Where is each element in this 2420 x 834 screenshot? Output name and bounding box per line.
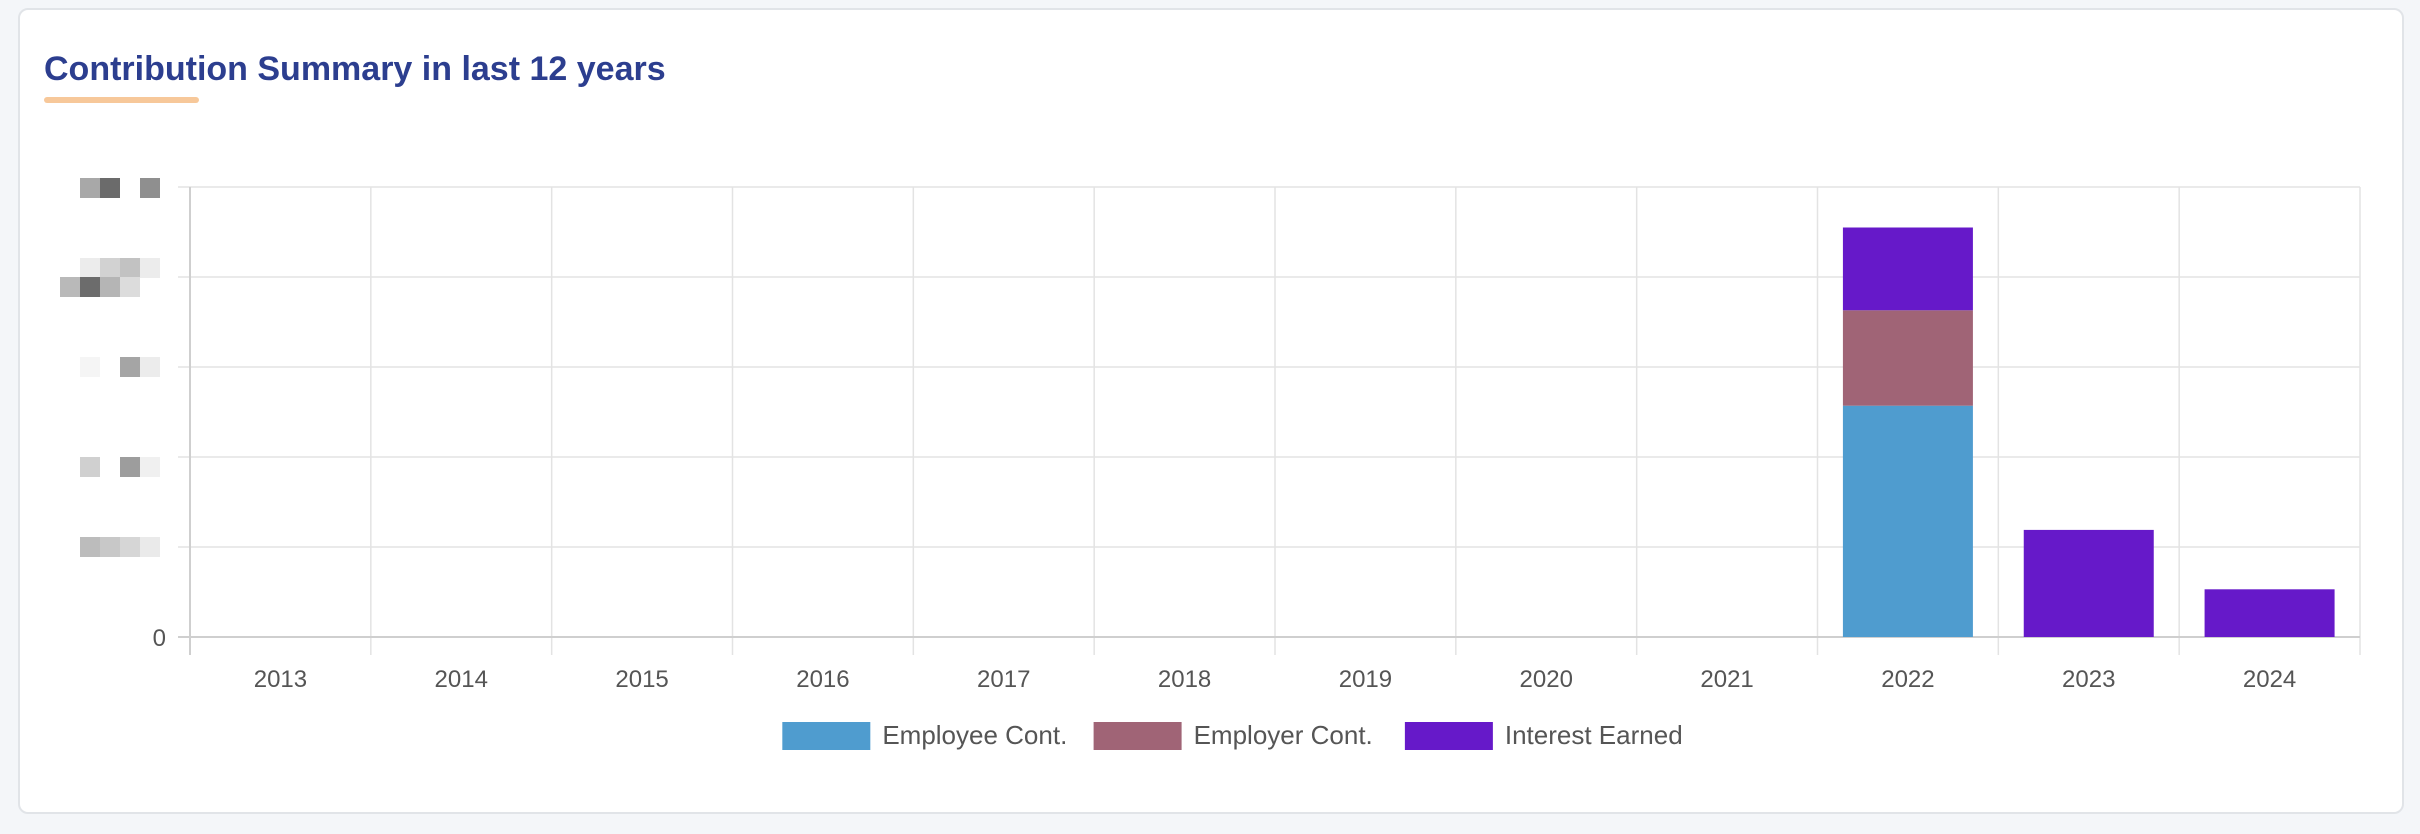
obscured-pixel	[80, 277, 100, 297]
bar-interest-earned-2023	[2023, 529, 2154, 637]
bar-interest-earned-2022	[1842, 227, 1973, 311]
contribution-summary-card	[18, 8, 2404, 814]
legend-label: Interest Earned	[1505, 720, 1683, 750]
obscured-pixel	[100, 537, 120, 557]
obscured-pixel	[120, 357, 140, 377]
obscured-pixel	[80, 258, 100, 278]
bar-interest-earned-2024	[2204, 589, 2335, 637]
obscured-pixel	[140, 178, 160, 198]
obscured-pixel	[80, 178, 100, 198]
legend-swatch	[782, 722, 871, 750]
obscured-pixel	[60, 277, 80, 297]
x-tick-label: 2016	[796, 666, 849, 693]
obscured-pixel	[140, 357, 160, 377]
legend-swatch	[1093, 722, 1182, 750]
title-underline	[44, 97, 199, 103]
card-title: Contribution Summary in last 12 years	[44, 50, 666, 88]
obscured-pixel	[140, 537, 160, 557]
obscured-pixel	[140, 457, 160, 477]
obscured-pixel	[100, 178, 120, 198]
x-tick-label: 2017	[977, 666, 1030, 693]
obscured-pixel	[80, 537, 100, 557]
x-tick-label: 2015	[615, 666, 668, 693]
obscured-pixel	[120, 258, 140, 278]
obscured-pixel	[100, 277, 120, 297]
obscured-pixel	[120, 277, 140, 297]
x-tick-label: 2024	[2243, 666, 2296, 693]
legend-swatch	[1404, 722, 1493, 750]
x-tick-label: 2022	[1881, 666, 1934, 693]
obscured-pixel	[120, 457, 140, 477]
obscured-pixel	[100, 258, 120, 278]
legend-label: Employer Cont.	[1194, 720, 1373, 750]
obscured-pixel	[80, 457, 100, 477]
y-tick-label: 0	[153, 625, 166, 652]
bar-employee-cont-2022	[1842, 405, 1973, 637]
x-tick-label: 2013	[254, 666, 307, 693]
bar-employer-cont-2022	[1842, 310, 1973, 406]
x-tick-label: 2020	[1520, 666, 1573, 693]
x-tick-label: 2018	[1158, 666, 1211, 693]
x-tick-label: 2019	[1339, 666, 1392, 693]
legend-label: Employee Cont.	[882, 720, 1067, 750]
obscured-pixel	[140, 258, 160, 278]
x-tick-label: 2023	[2062, 666, 2115, 693]
obscured-pixel	[80, 357, 100, 377]
x-tick-label: 2021	[1700, 666, 1753, 693]
x-tick-label: 2014	[435, 666, 488, 693]
obscured-pixel	[120, 537, 140, 557]
